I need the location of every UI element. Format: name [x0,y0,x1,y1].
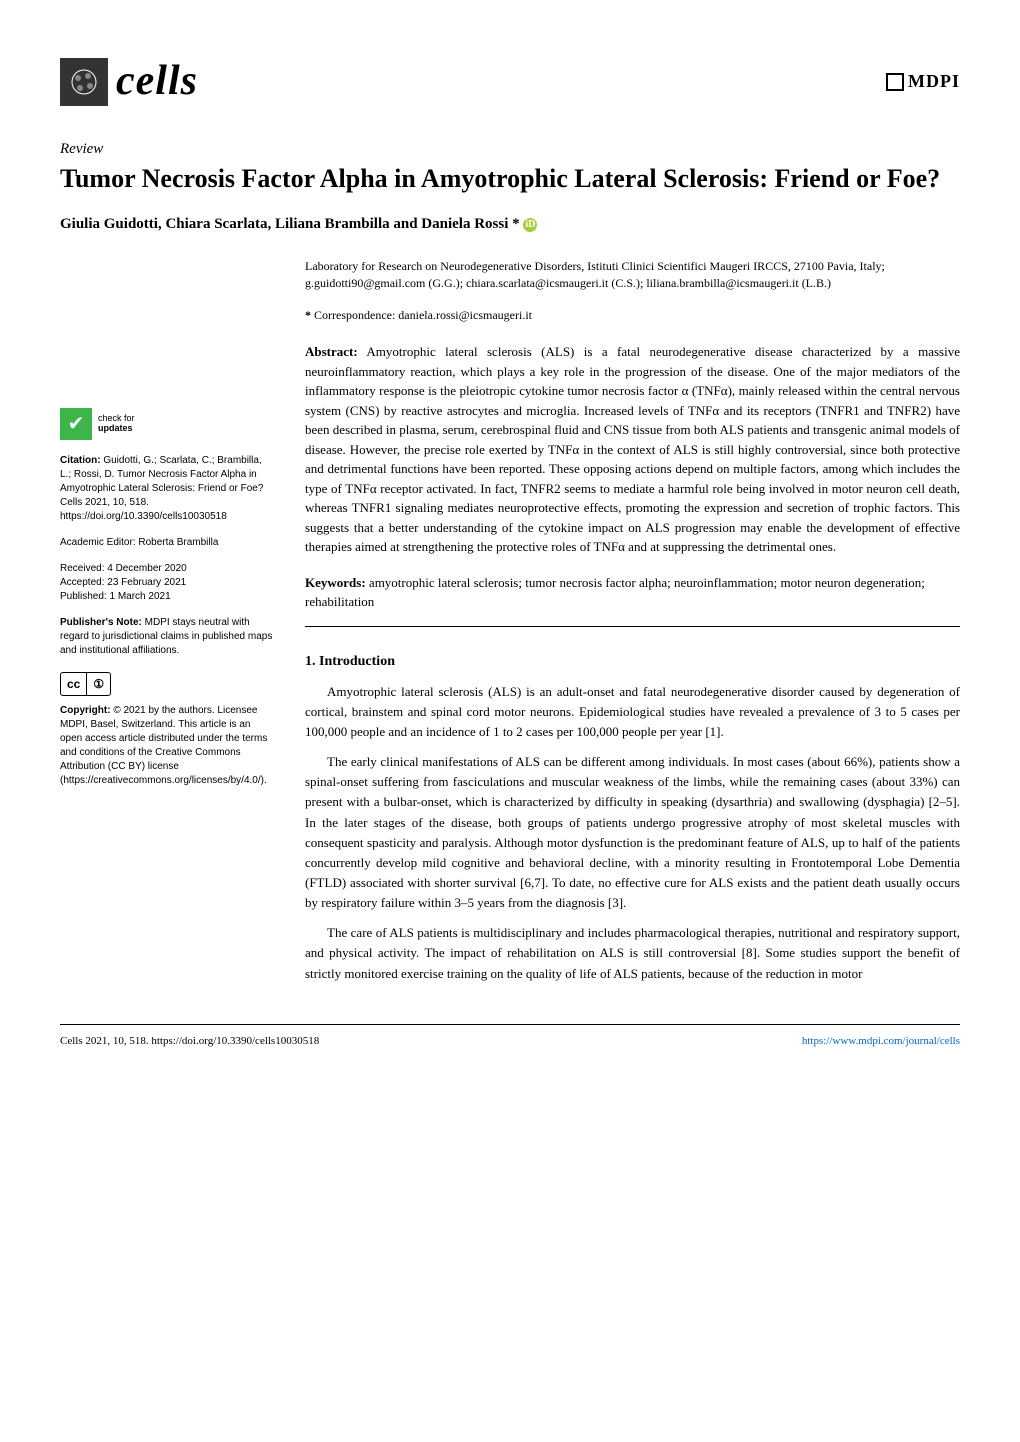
accepted-date: 23 February 2021 [107,577,186,588]
editor-name: Roberta Brambilla [138,537,218,548]
intro-para-3: The care of ALS patients is multidiscipl… [305,923,960,983]
cc-icon: cc [61,673,87,696]
intro-para-1: Amyotrophic lateral sclerosis (ALS) is a… [305,682,960,742]
keywords-text: amyotrophic lateral sclerosis; tumor nec… [305,575,925,610]
check-updates-badge[interactable]: ✔ check for updates [60,408,275,440]
authors-line: Giulia Guidotti, Chiara Scarlata, Lilian… [60,213,960,236]
section-divider [305,626,960,627]
mdpi-icon [886,73,904,91]
check-updates-icon: ✔ [60,408,92,440]
publisher-note-block: Publisher's Note: MDPI stays neutral wit… [60,616,275,658]
abstract-text: Amyotrophic lateral sclerosis (ALS) is a… [305,344,960,554]
editor-label: Academic Editor: [60,537,136,548]
footer-left: Cells 2021, 10, 518. https://doi.org/10.… [60,1033,319,1050]
page-footer: Cells 2021, 10, 518. https://doi.org/10.… [60,1024,960,1050]
published-date: 1 March 2021 [109,591,170,602]
abstract-label: Abstract: [305,344,358,359]
page-header: cells MDPI [60,50,960,113]
check-updates-text: check for updates [98,414,135,434]
article-type: Review [60,138,960,161]
journal-name: cells [116,50,198,113]
authors-text: Giulia Guidotti, Chiara Scarlata, Lilian… [60,216,520,232]
journal-logo-block: cells [60,50,198,113]
abstract-block: Abstract: Amyotrophic lateral sclerosis … [305,342,960,557]
copyright-label: Copyright: [60,705,111,716]
cells-logo-icon [60,58,108,106]
copyright-block: Copyright: © 2021 by the authors. Licens… [60,704,275,788]
dates-block: Received: 4 December 2020 Accepted: 23 F… [60,562,275,604]
publisher-logo: MDPI [886,68,960,95]
affiliation: Laboratory for Research on Neurodegenera… [305,258,960,293]
publisher-note-label: Publisher's Note: [60,617,142,628]
main-content: Laboratory for Research on Neurodegenera… [305,258,960,994]
check-line1: check for [98,413,135,423]
citation-block: Citation: Guidotti, G.; Scarlata, C.; Br… [60,454,275,524]
cc-license-badge[interactable]: cc ① [60,672,275,697]
correspondence: * Correspondence: daniela.rossi@icsmauge… [305,306,960,324]
sidebar: ✔ check for updates Citation: Guidotti, … [60,258,275,994]
publisher-name: MDPI [908,68,960,95]
check-line2: updates [98,424,135,434]
corr-star: * [305,308,311,322]
published-label: Published: [60,591,107,602]
accepted-label: Accepted: [60,577,104,588]
editor-block: Academic Editor: Roberta Brambilla [60,536,275,550]
footer-right[interactable]: https://www.mdpi.com/journal/cells [802,1033,960,1050]
intro-para-2: The early clinical manifestations of ALS… [305,752,960,913]
received-label: Received: [60,563,104,574]
citation-label: Citation: [60,455,101,466]
corr-text: Correspondence: daniela.rossi@icsmaugeri… [314,308,532,322]
section-1-heading: 1. Introduction [305,651,960,672]
article-title: Tumor Necrosis Factor Alpha in Amyotroph… [60,163,960,196]
keywords-label: Keywords: [305,575,366,590]
orcid-icon[interactable]: iD [523,218,537,232]
received-date: 4 December 2020 [107,563,187,574]
by-icon: ① [87,673,110,696]
copyright-text: © 2021 by the authors. Licensee MDPI, Ba… [60,705,267,786]
keywords-block: Keywords: amyotrophic lateral sclerosis;… [305,573,960,612]
